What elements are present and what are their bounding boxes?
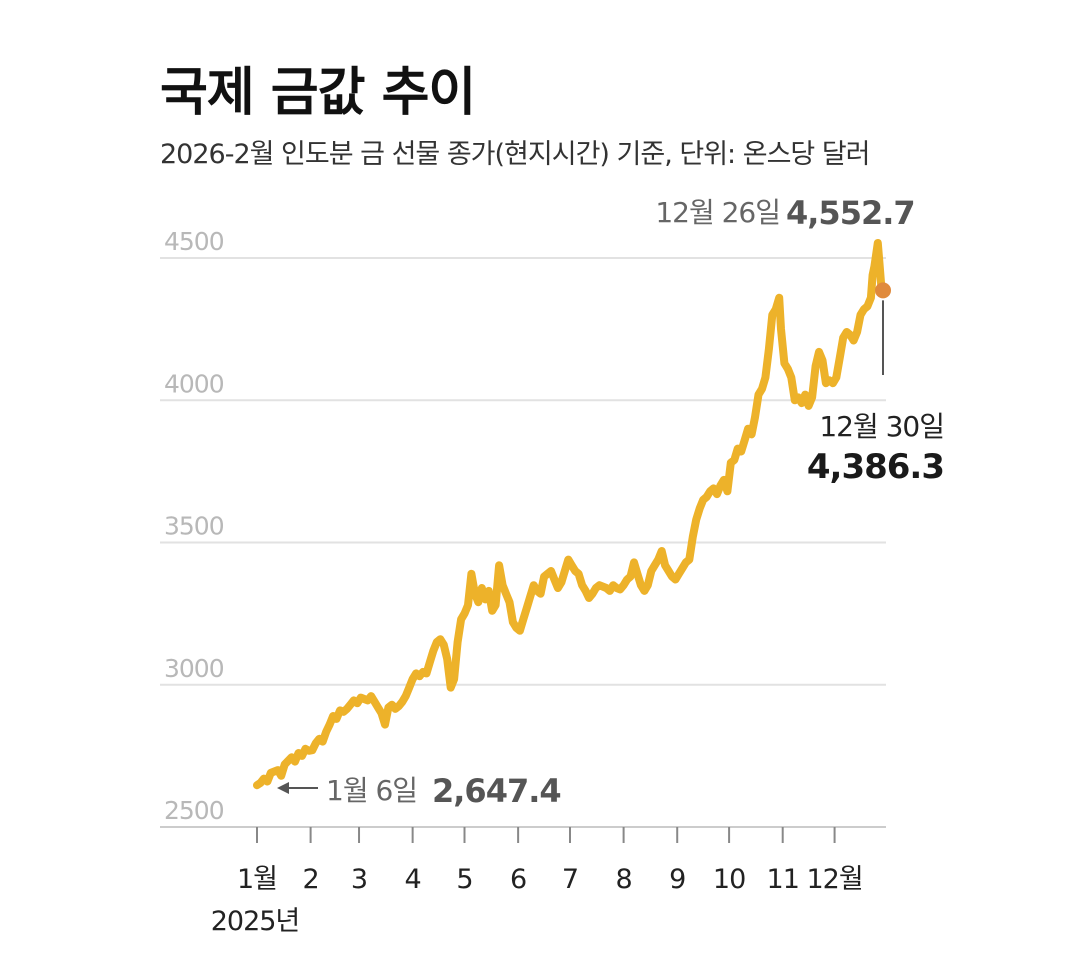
y-axis-ticks: 4500 4000 3500 3000 2500	[164, 227, 225, 825]
x-axis: 1월 2 3 4 5 6 7 8 9 10 11 12월 2025년	[160, 826, 886, 937]
chart-title: 국제 금값 추이	[160, 63, 476, 123]
x-tick-label: 7	[562, 864, 578, 895]
y-tick-label: 3000	[164, 654, 224, 683]
x-tick-label: 6	[510, 864, 526, 895]
y-tick-label: 4000	[164, 369, 224, 398]
x-tick-label: 8	[616, 864, 632, 895]
x-tick-label: 4	[405, 864, 421, 895]
x-year-label: 2025년	[211, 906, 300, 937]
x-tick-label: 5	[456, 864, 472, 895]
x-tick-label: 9	[669, 864, 685, 895]
x-tick-label: 11	[767, 864, 799, 895]
series-layer	[253, 239, 891, 790]
y-tick-label: 2500	[164, 796, 224, 825]
first-point-date: 1월 6일	[326, 774, 417, 807]
first-point-value: 2,647.4	[432, 772, 561, 810]
x-tick-label: 10	[713, 864, 745, 895]
y-tick-label: 3500	[164, 512, 224, 541]
last-point-marker	[875, 282, 891, 299]
x-tick-label: 2	[303, 864, 319, 895]
y-tick-label: 4500	[164, 227, 224, 256]
annotations: 1월 6일 2,647.4 12월 26일 4,552.7 12월 30일 4,386.3	[277, 194, 945, 810]
last-point-date: 12월 30일	[819, 410, 944, 443]
x-tick-label: 3	[351, 864, 367, 895]
peak-value: 4,552.7	[786, 194, 915, 232]
x-tick-label: 12월	[806, 864, 862, 895]
chart-subtitle: 2026-2월 인도분 금 선물 종가(현지시간) 기준, 단위: 온스당 달러	[160, 139, 871, 170]
first-point-arrow-head	[277, 782, 289, 794]
grid-lines	[160, 257, 886, 828]
price-line	[253, 239, 887, 790]
last-point-value: 4,386.3	[807, 447, 944, 487]
x-tick-label: 1월	[237, 864, 277, 895]
peak-date: 12월 26일	[655, 196, 780, 229]
